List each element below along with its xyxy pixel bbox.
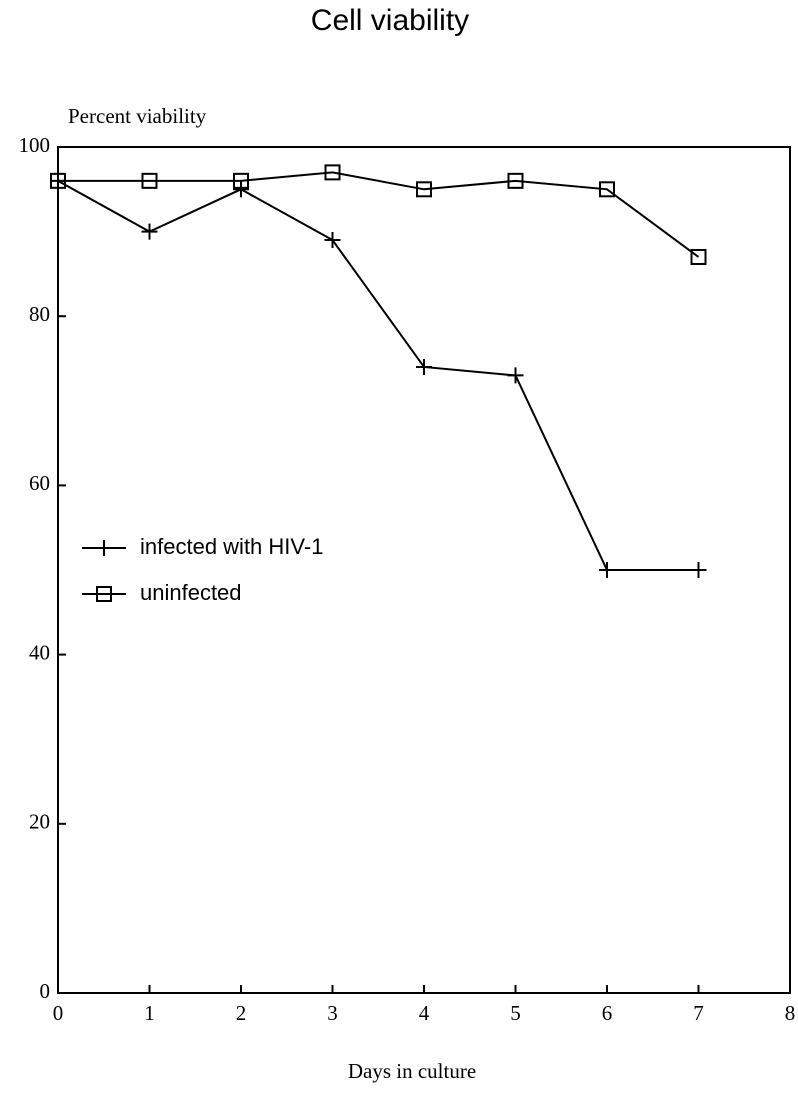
marker-plus xyxy=(690,562,707,578)
y-tick-label: 80 xyxy=(29,302,50,326)
marker-square xyxy=(690,248,707,265)
x-tick-label: 0 xyxy=(53,1001,64,1025)
marker-square xyxy=(599,181,615,198)
y-tick-label: 20 xyxy=(29,810,50,834)
marker-plus xyxy=(324,232,341,249)
y-axis-label: Percent viability xyxy=(68,104,207,128)
series-line xyxy=(57,179,699,571)
y-tick-label: 0 xyxy=(40,979,51,1003)
y-tick-label: 40 xyxy=(29,640,50,664)
x-axis-label: Days in culture xyxy=(348,1059,476,1083)
marker-square xyxy=(50,172,66,189)
marker-square xyxy=(96,586,112,602)
x-tick-label: 6 xyxy=(602,1001,613,1025)
marker-plus xyxy=(507,367,524,384)
legend-label: uninfected xyxy=(140,580,242,605)
x-tick-label: 7 xyxy=(693,1001,704,1025)
series-line xyxy=(58,171,700,258)
x-tick-label: 8 xyxy=(785,1001,796,1025)
legend-label: infected with HIV-1 xyxy=(140,534,323,559)
chart-title: Cell viability xyxy=(311,4,469,37)
x-tick-label: 2 xyxy=(236,1001,247,1025)
marker-square xyxy=(141,172,158,189)
marker-plus xyxy=(416,358,432,375)
y-tick-label: 60 xyxy=(29,471,50,495)
x-tick-label: 5 xyxy=(510,1001,521,1025)
x-tick-label: 3 xyxy=(327,1001,338,1025)
x-tick-label: 4 xyxy=(419,1001,430,1025)
y-tick-label: 100 xyxy=(19,133,51,157)
marker-square xyxy=(233,172,249,189)
marker-square xyxy=(507,172,524,189)
marker-square xyxy=(416,181,432,198)
marker-square xyxy=(324,164,341,181)
marker-plus xyxy=(233,181,249,198)
marker-plus xyxy=(599,562,615,578)
x-tick-label: 1 xyxy=(144,1001,155,1025)
marker-plus xyxy=(141,223,158,240)
marker-plus xyxy=(96,540,112,556)
